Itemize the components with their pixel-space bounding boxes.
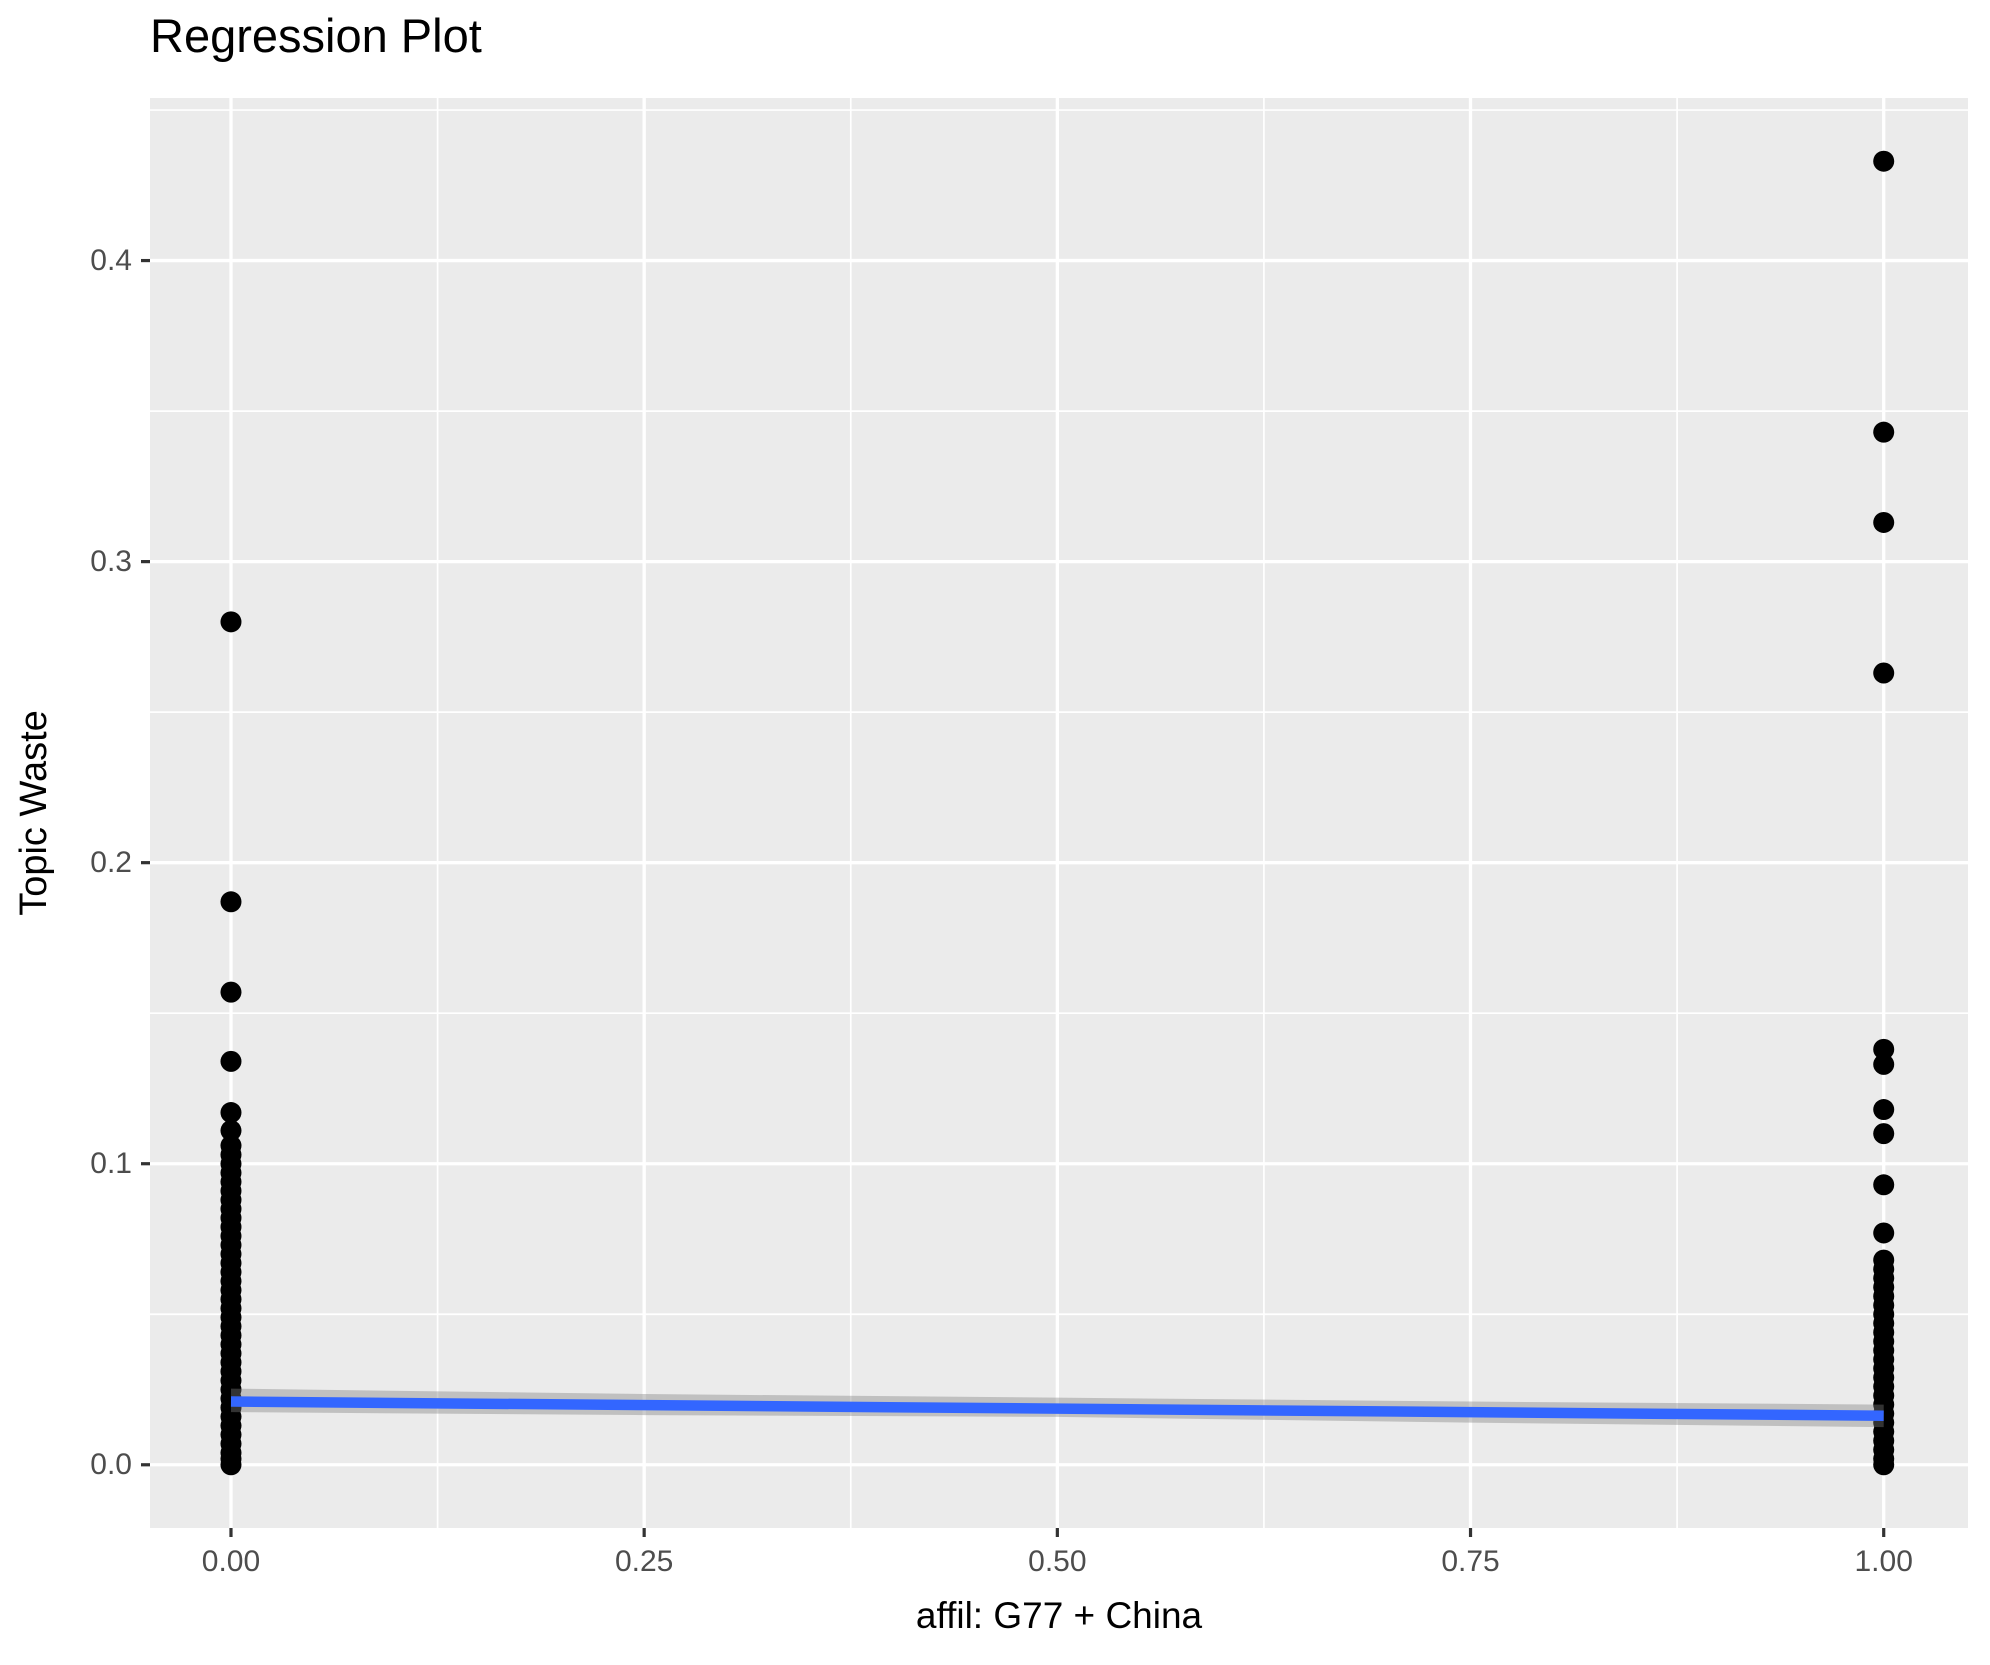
x-tick-label: 0.00 — [201, 1545, 261, 1578]
data-point — [220, 1454, 242, 1476]
y-tick-label: 0.0 — [90, 1447, 132, 1481]
data-point — [1873, 421, 1895, 443]
x-tick-label: 0.50 — [1028, 1545, 1087, 1578]
data-point — [1873, 1053, 1895, 1075]
data-point — [1873, 1222, 1895, 1244]
data-point — [1873, 662, 1895, 684]
data-point — [1873, 1099, 1895, 1121]
data-point — [1873, 511, 1895, 533]
x-tick-label: 0.25 — [614, 1545, 674, 1578]
data-point — [1873, 1123, 1895, 1145]
x-tick-label: 0.75 — [1441, 1545, 1500, 1578]
data-point — [220, 1050, 242, 1072]
y-tick-label: 0.2 — [90, 845, 132, 879]
data-point — [220, 611, 242, 633]
data-point — [220, 891, 242, 913]
regression-line — [230, 1396, 1884, 1421]
data-point — [1873, 1174, 1895, 1196]
data-point — [1873, 150, 1895, 172]
plot-title: Regression Plot — [150, 9, 482, 62]
y-tick-label: 0.3 — [90, 544, 132, 578]
y-tick-label: 0.4 — [90, 243, 132, 277]
data-point — [1873, 1454, 1895, 1476]
data-point — [220, 1102, 242, 1124]
x-tick-label: 1.00 — [1854, 1545, 1913, 1578]
x-axis-title: affil: G77 + China — [915, 1595, 1203, 1636]
data-point — [220, 981, 242, 1003]
panel-background — [150, 98, 1968, 1528]
data-point — [1873, 1038, 1895, 1060]
data-point — [220, 1120, 242, 1142]
y-tick-label: 0.1 — [90, 1146, 132, 1180]
